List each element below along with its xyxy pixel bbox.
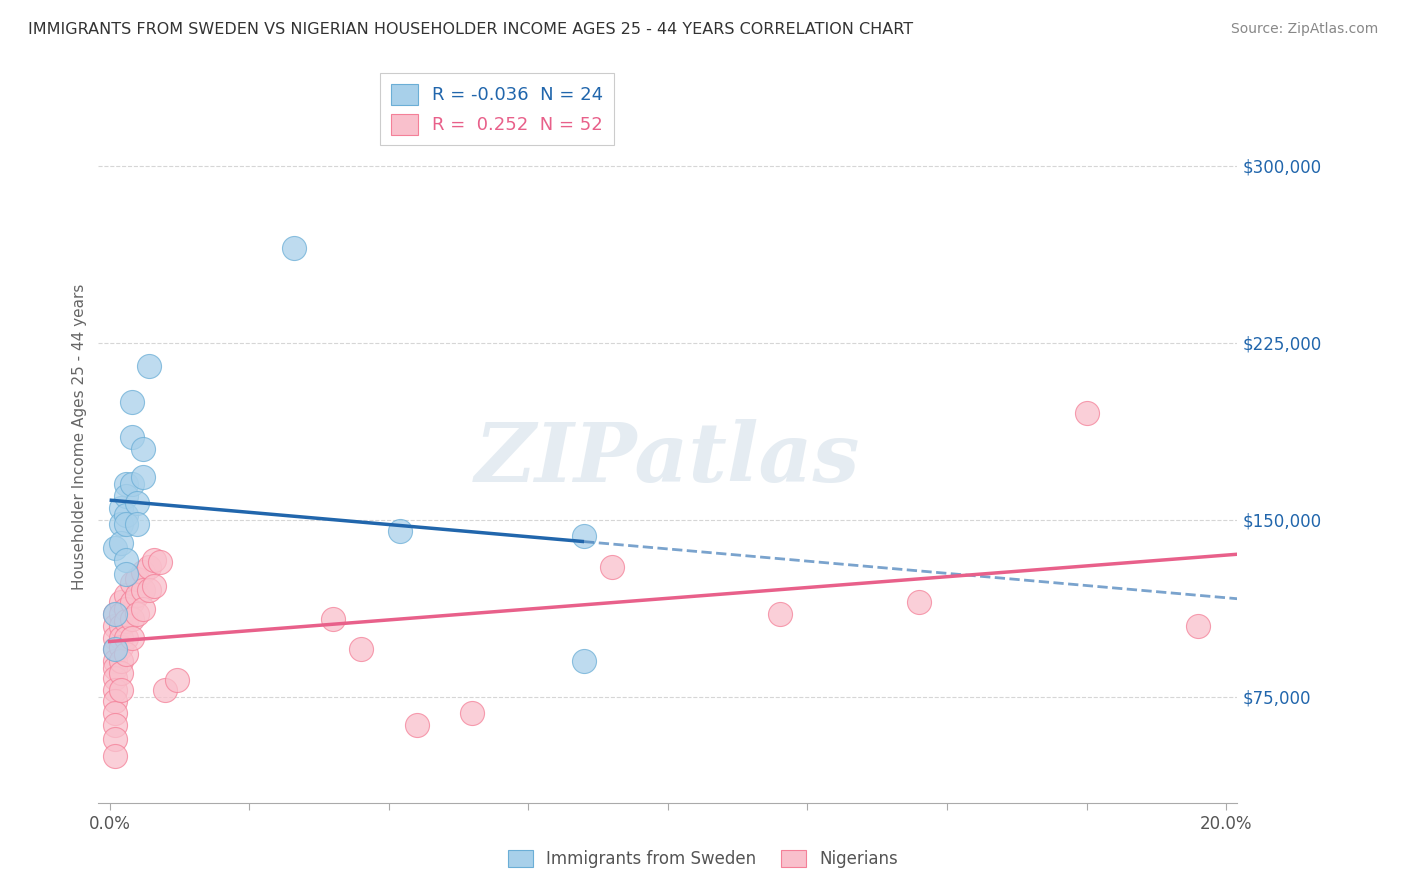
Point bbox=[350, 642, 373, 657]
Point bbox=[104, 619, 127, 633]
Point bbox=[110, 536, 132, 550]
Point bbox=[115, 489, 138, 503]
Legend: R = -0.036  N = 24, R =  0.252  N = 52: R = -0.036 N = 24, R = 0.252 N = 52 bbox=[380, 73, 614, 145]
Point bbox=[104, 654, 127, 668]
Y-axis label: Householder Income Ages 25 - 44 years: Householder Income Ages 25 - 44 years bbox=[72, 284, 87, 591]
Point bbox=[115, 477, 138, 491]
Point bbox=[572, 529, 595, 543]
Point bbox=[115, 631, 138, 645]
Text: Source: ZipAtlas.com: Source: ZipAtlas.com bbox=[1230, 22, 1378, 37]
Point bbox=[127, 588, 149, 602]
Point bbox=[149, 555, 172, 569]
Point bbox=[110, 640, 132, 654]
Point bbox=[155, 682, 177, 697]
Point bbox=[110, 595, 132, 609]
Point bbox=[115, 508, 138, 522]
Point bbox=[121, 595, 143, 609]
Point bbox=[121, 430, 143, 444]
Point bbox=[127, 517, 149, 532]
Point bbox=[110, 619, 132, 633]
Point bbox=[115, 553, 138, 567]
Point bbox=[121, 576, 143, 591]
Point bbox=[121, 394, 143, 409]
Point bbox=[322, 612, 344, 626]
Point bbox=[132, 583, 155, 598]
Point bbox=[104, 682, 127, 697]
Point bbox=[121, 631, 143, 645]
Point bbox=[138, 559, 160, 574]
Point bbox=[104, 631, 127, 645]
Point bbox=[115, 602, 138, 616]
Point bbox=[115, 647, 138, 661]
Point bbox=[104, 706, 127, 720]
Point bbox=[115, 517, 138, 532]
Point bbox=[600, 559, 623, 574]
Point bbox=[132, 470, 155, 484]
Point bbox=[110, 682, 132, 697]
Point bbox=[104, 642, 127, 657]
Point bbox=[110, 500, 132, 515]
Point bbox=[104, 732, 127, 747]
Text: IMMIGRANTS FROM SWEDEN VS NIGERIAN HOUSEHOLDER INCOME AGES 25 - 44 YEARS CORRELA: IMMIGRANTS FROM SWEDEN VS NIGERIAN HOUSE… bbox=[28, 22, 914, 37]
Point bbox=[1187, 619, 1209, 633]
Point bbox=[143, 553, 166, 567]
Point bbox=[104, 541, 127, 555]
Point bbox=[132, 602, 155, 616]
Point bbox=[132, 442, 155, 456]
Point bbox=[115, 588, 138, 602]
Point bbox=[1076, 407, 1098, 421]
Point bbox=[127, 572, 149, 586]
Point bbox=[110, 654, 132, 668]
Point bbox=[104, 607, 127, 621]
Point bbox=[104, 642, 127, 657]
Point bbox=[104, 718, 127, 732]
Point bbox=[127, 496, 149, 510]
Point bbox=[388, 524, 411, 539]
Point bbox=[768, 607, 790, 621]
Point bbox=[110, 666, 132, 681]
Point bbox=[127, 607, 149, 621]
Point bbox=[110, 517, 132, 532]
Legend: Immigrants from Sweden, Nigerians: Immigrants from Sweden, Nigerians bbox=[501, 843, 905, 875]
Point bbox=[138, 583, 160, 598]
Point bbox=[110, 631, 132, 645]
Point bbox=[110, 607, 132, 621]
Point bbox=[138, 359, 160, 374]
Point bbox=[572, 654, 595, 668]
Point bbox=[121, 612, 143, 626]
Point bbox=[121, 477, 143, 491]
Point bbox=[283, 241, 305, 255]
Point bbox=[461, 706, 484, 720]
Point bbox=[908, 595, 931, 609]
Point bbox=[104, 661, 127, 675]
Point bbox=[115, 566, 138, 581]
Point bbox=[166, 673, 188, 687]
Point bbox=[405, 718, 427, 732]
Point bbox=[132, 565, 155, 579]
Point bbox=[104, 607, 127, 621]
Point bbox=[104, 694, 127, 708]
Text: ZIPatlas: ZIPatlas bbox=[475, 419, 860, 499]
Point bbox=[143, 579, 166, 593]
Point bbox=[115, 614, 138, 628]
Point bbox=[104, 748, 127, 763]
Point bbox=[104, 671, 127, 685]
